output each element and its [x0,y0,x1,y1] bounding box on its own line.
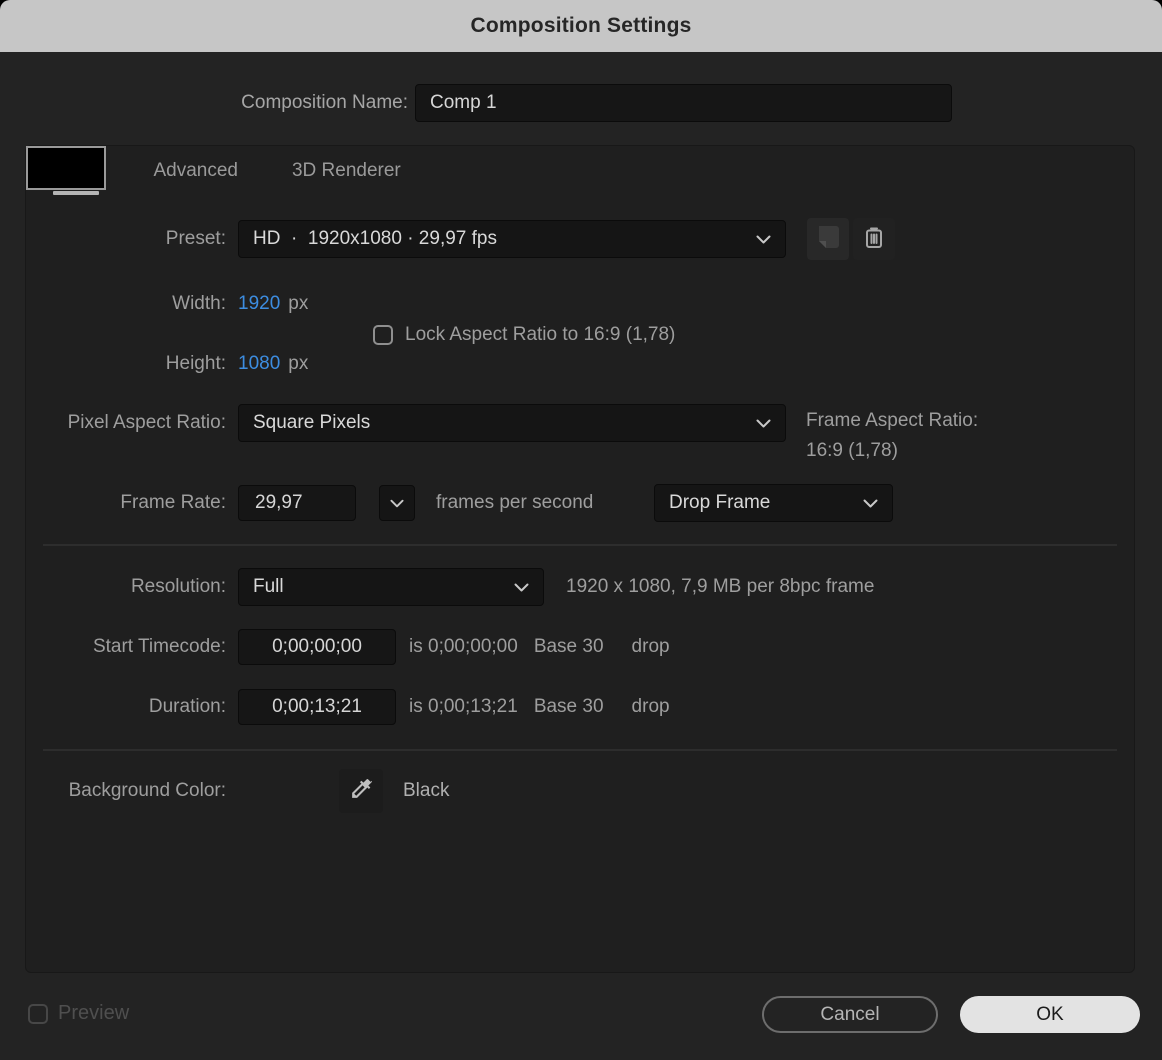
pixel-aspect-ratio-dropdown[interactable]: Square Pixels [238,404,786,442]
start-timecode-label: Start Timecode: [92,636,226,657]
start-timecode-is-text: is 0;00;00;00 [409,636,518,657]
tab-active-underline [53,191,100,195]
duration-label: Duration: [148,696,226,717]
delete-preset-button[interactable] [853,218,895,260]
trash-icon [862,224,886,255]
resolution-info: 1920 x 1080, 7,9 MB per 8bpc frame [566,576,875,597]
start-timecode-base-text: Base 30 [533,636,604,657]
duration-info: is 0;00;13;21 Base 30 drop [409,689,670,725]
preset-dropdown[interactable]: HD · 1920x1080 · 29,97 fps [238,220,786,258]
chevron-down-icon [756,419,771,428]
start-timecode-info: is 0;00;00;00 Base 30 drop [409,629,670,665]
resolution-label: Resolution: [130,576,226,597]
frame-rate-preset-button[interactable] [379,485,415,521]
lock-aspect-ratio-control: Lock Aspect Ratio to 16:9 (1,78) [373,321,675,349]
duration-base-text: Base 30 [533,696,604,717]
tab-3d-renderer[interactable]: 3D Renderer [292,160,401,195]
height-value[interactable]: 1080 [238,353,281,374]
lock-aspect-ratio-checkbox[interactable] [373,325,393,345]
dialog-title: Composition Settings [470,14,692,37]
eyedropper-icon [349,776,374,806]
ok-button[interactable]: OK [960,996,1140,1033]
section-divider [43,544,1117,546]
cancel-button[interactable]: Cancel [762,996,938,1033]
chevron-down-icon [514,583,529,592]
resolution-dropdown[interactable]: Full [238,568,544,606]
tab-advanced[interactable]: Advanced [153,160,238,195]
frame-aspect-ratio-value: 16:9 (1,78) [806,440,898,461]
preview-checkbox[interactable] [28,1003,48,1024]
background-color-label: Background Color: [68,780,226,801]
frame-rate-input[interactable] [238,485,356,521]
frames-per-second-label: frames per second [436,492,594,513]
chevron-down-icon [756,235,771,244]
drop-frame-dropdown[interactable]: Drop Frame [654,484,893,522]
tab-3d-renderer-label: 3D Renderer [291,160,401,181]
frame-aspect-ratio-label: Frame Aspect Ratio: [806,410,979,431]
preset-label: Preset: [165,228,226,249]
background-color-name: Black [403,780,450,801]
width-label: Width: [172,293,226,314]
start-timecode-drop-text: drop [631,636,670,657]
height-label: Height: [165,353,226,374]
section-divider [43,749,1117,751]
chevron-down-icon [390,499,404,508]
duration-input[interactable] [238,689,396,725]
resolution-value: Full [253,576,284,597]
preset-value: HD · 1920x1080 · 29,97 fps [253,228,497,249]
width-value[interactable]: 1920 [238,293,281,314]
duration-drop-text: drop [631,696,670,717]
pixel-aspect-ratio-value: Square Pixels [253,412,371,433]
background-color-swatch[interactable] [26,146,106,190]
eyedropper-button[interactable] [339,769,383,813]
save-preset-icon [815,224,841,255]
drop-frame-value: Drop Frame [669,492,771,513]
dialog-titlebar[interactable]: Composition Settings [0,0,1162,52]
save-preset-button[interactable] [807,218,849,260]
lock-aspect-ratio-label: Lock Aspect Ratio to 16:9 (1,78) [405,324,676,345]
preview-control: Preview [28,1002,129,1025]
duration-is-text: is 0;00;13;21 [409,696,518,717]
frame-rate-label: Frame Rate: [120,492,226,513]
settings-panel: Basic Advanced 3D Renderer Preset: HD · … [25,145,1135,973]
pixel-aspect-ratio-label: Pixel Aspect Ratio: [67,412,226,433]
composition-name-label: Composition Name: [241,92,408,113]
width-unit: px [288,293,309,314]
composition-name-input[interactable] [415,84,952,122]
height-unit: px [288,353,309,374]
chevron-down-icon [863,499,878,508]
start-timecode-input[interactable] [238,629,396,665]
tab-advanced-label: Advanced [153,160,238,181]
preview-label: Preview [58,1002,130,1024]
